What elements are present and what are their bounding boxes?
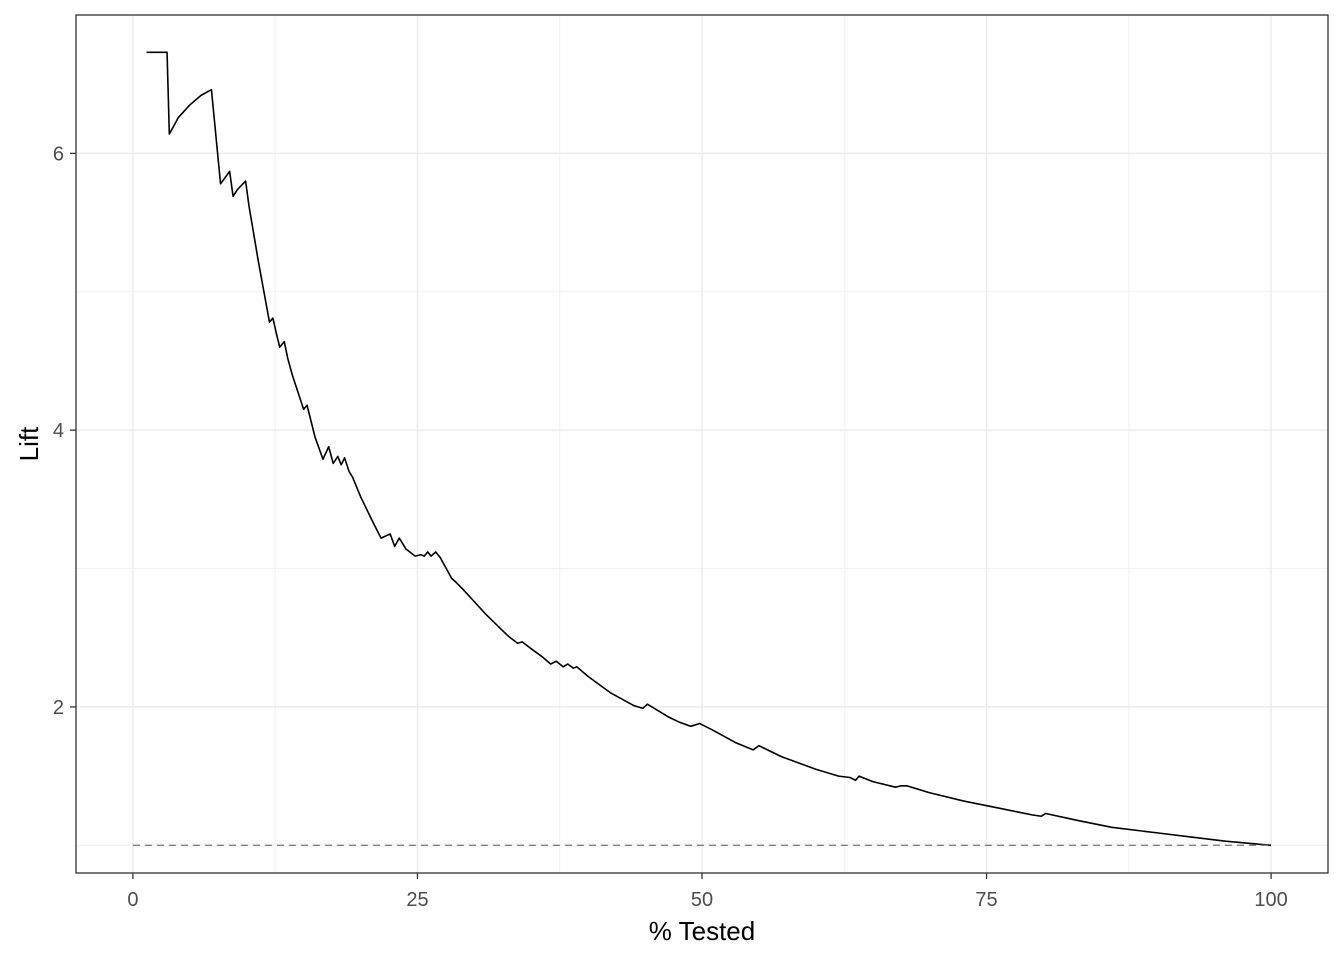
y-axis-title: Lift — [14, 426, 44, 461]
y-tick-label: 6 — [53, 143, 64, 165]
y-tick-label: 4 — [53, 420, 64, 442]
lift-curve-line — [146, 51, 1272, 847]
x-tick-label: 50 — [691, 889, 713, 911]
major-grid — [76, 15, 1328, 873]
y-tick-label: 2 — [53, 697, 64, 719]
x-axis: 0 25 50 75 100 — [127, 873, 1288, 911]
x-tick-label: 25 — [406, 889, 428, 911]
x-axis-title: % Tested — [649, 916, 755, 946]
x-tick-label: 75 — [975, 889, 997, 911]
x-tick-label: 0 — [127, 889, 138, 911]
series-layer — [132, 51, 1272, 847]
y-axis: 2 4 6 — [53, 143, 76, 719]
x-tick-label: 100 — [1254, 889, 1287, 911]
